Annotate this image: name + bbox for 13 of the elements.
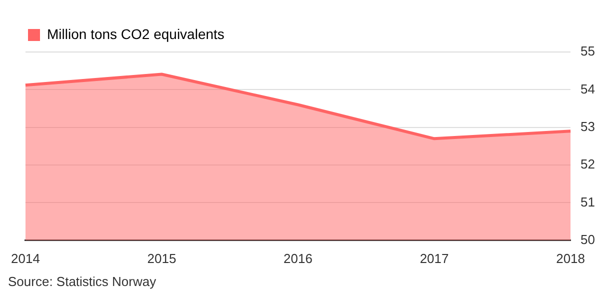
x-tick-label: 2017 (420, 250, 449, 266)
x-tick-label: 2016 (284, 250, 312, 266)
x-tick-label: 2018 (556, 250, 585, 266)
y-tick-label: 54 (580, 81, 596, 96)
y-tick-label: 52 (580, 156, 596, 172)
y-tick-label: 53 (580, 118, 596, 134)
y-tick-label: 50 (580, 232, 596, 247)
legend-label: Million tons CO2 equivalents (47, 26, 224, 42)
y-tick-label: 55 (580, 44, 596, 59)
y-tick-label: 51 (580, 194, 596, 210)
source-note: Source: Statistics Norway (8, 274, 158, 289)
x-tick-label: 2015 (147, 250, 176, 266)
x-tick-label: 2014 (11, 250, 40, 266)
